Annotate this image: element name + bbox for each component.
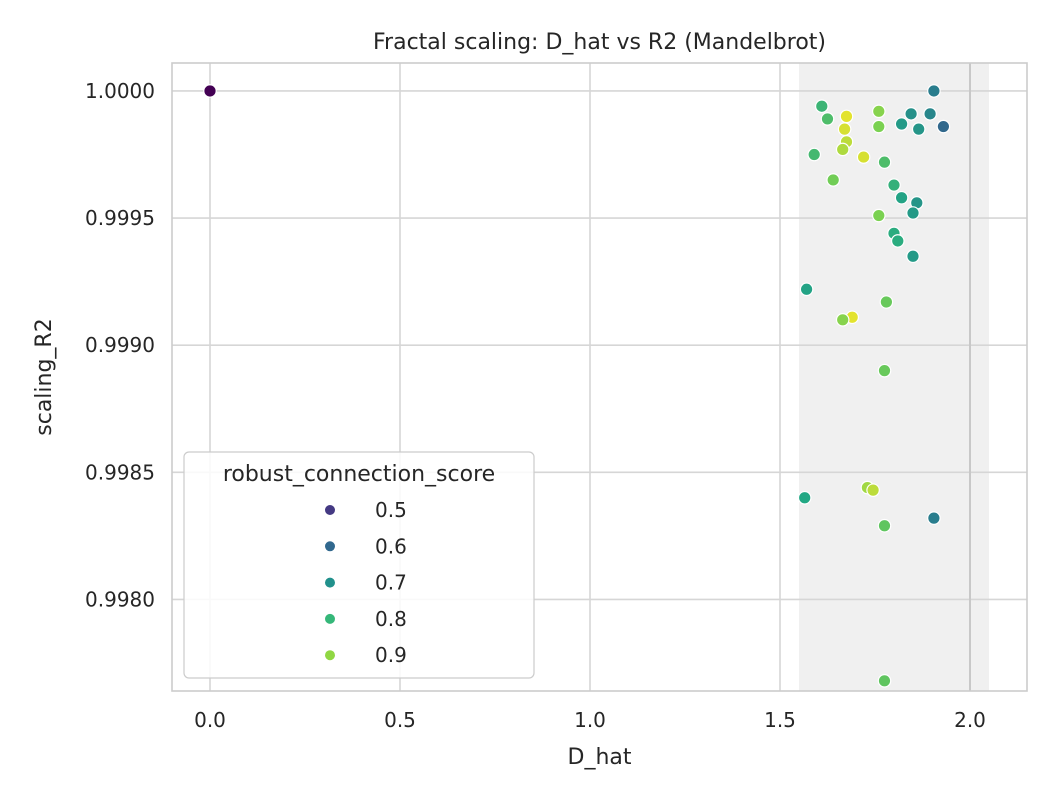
legend-label: 0.6	[375, 534, 407, 558]
data-point	[820, 112, 835, 126]
legend-entries: 0.5 0.6 0.7 0.8 0.9	[324, 498, 407, 667]
data-point	[906, 206, 920, 220]
shaded-band	[799, 63, 989, 691]
data-point	[904, 107, 918, 121]
x-tick-labels: 0.0 0.5 1.0 1.5 2.0	[194, 708, 986, 732]
x-tick-label: 2.0	[954, 708, 986, 732]
data-point	[871, 208, 886, 223]
data-point	[871, 119, 886, 134]
points-layer	[203, 84, 951, 688]
data-point	[839, 109, 854, 124]
chart-title: Fractal scaling: D_hat vs R2 (Mandelbrot…	[373, 30, 826, 55]
data-point	[866, 483, 880, 497]
grid-layer	[172, 63, 1027, 691]
y-tick-label: 0.9990	[85, 333, 155, 357]
legend-title: robust_connection_score	[223, 462, 495, 487]
data-point	[807, 147, 821, 162]
shaded-band-layer	[799, 63, 989, 691]
data-point	[797, 490, 812, 505]
y-tick-label: 0.9985	[85, 460, 155, 484]
legend-marker	[324, 504, 336, 516]
legend-box	[183, 451, 535, 679]
data-point	[856, 150, 871, 164]
x-axis-label: D_hat	[568, 745, 632, 770]
data-point	[799, 282, 814, 297]
legend-label: 0.9	[375, 643, 407, 667]
data-point	[879, 295, 894, 309]
x-tick-label: 0.5	[384, 708, 416, 732]
x-tick-label: 1.5	[764, 708, 796, 732]
y-tick-label: 0.9995	[85, 206, 155, 230]
data-point	[911, 122, 926, 136]
y-tick-label: 1.0000	[85, 79, 155, 103]
legend-label: 0.8	[375, 607, 407, 631]
data-point	[871, 104, 886, 119]
data-point	[923, 107, 937, 121]
data-point	[927, 511, 941, 525]
legend-marker	[324, 649, 336, 662]
legend-marker	[324, 540, 336, 553]
legend: robust_connection_score 0.5 0.6 0.7 0.8 0.9	[183, 451, 535, 679]
data-point	[887, 178, 901, 192]
data-point	[837, 122, 852, 136]
data-point	[890, 234, 905, 248]
y-tick-labels: 0.9980 0.9985 0.9990 0.9995 1.0000	[85, 79, 155, 612]
data-point	[826, 173, 840, 187]
data-point	[814, 99, 829, 114]
legend-marker	[324, 576, 336, 589]
data-point	[936, 119, 951, 134]
data-point	[927, 84, 941, 98]
legend-marker	[324, 612, 336, 625]
data-point	[894, 190, 909, 205]
data-point	[835, 312, 850, 327]
data-point	[835, 142, 850, 157]
data-point	[877, 518, 892, 533]
x-tick-label: 1.0	[574, 708, 606, 732]
data-point	[877, 363, 892, 378]
data-point	[906, 249, 920, 264]
data-point	[877, 674, 892, 688]
y-tick-label: 0.9980	[85, 587, 155, 611]
plot-frame	[171, 62, 1028, 692]
data-point	[894, 117, 909, 131]
data-point	[203, 84, 217, 98]
data-point	[877, 155, 892, 169]
legend-label: 0.7	[375, 571, 407, 595]
y-axis-label: scaling_R2	[32, 318, 57, 435]
x-tick-label: 0.0	[194, 708, 226, 732]
legend-label: 0.5	[375, 498, 407, 522]
